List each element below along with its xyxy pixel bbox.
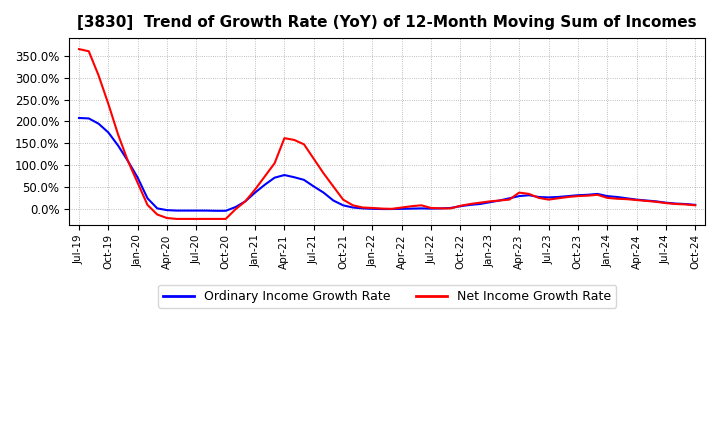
Title: [3830]  Trend of Growth Rate (YoY) of 12-Month Moving Sum of Incomes: [3830] Trend of Growth Rate (YoY) of 12-… [77,15,697,30]
Legend: Ordinary Income Growth Rate, Net Income Growth Rate: Ordinary Income Growth Rate, Net Income … [158,285,616,308]
